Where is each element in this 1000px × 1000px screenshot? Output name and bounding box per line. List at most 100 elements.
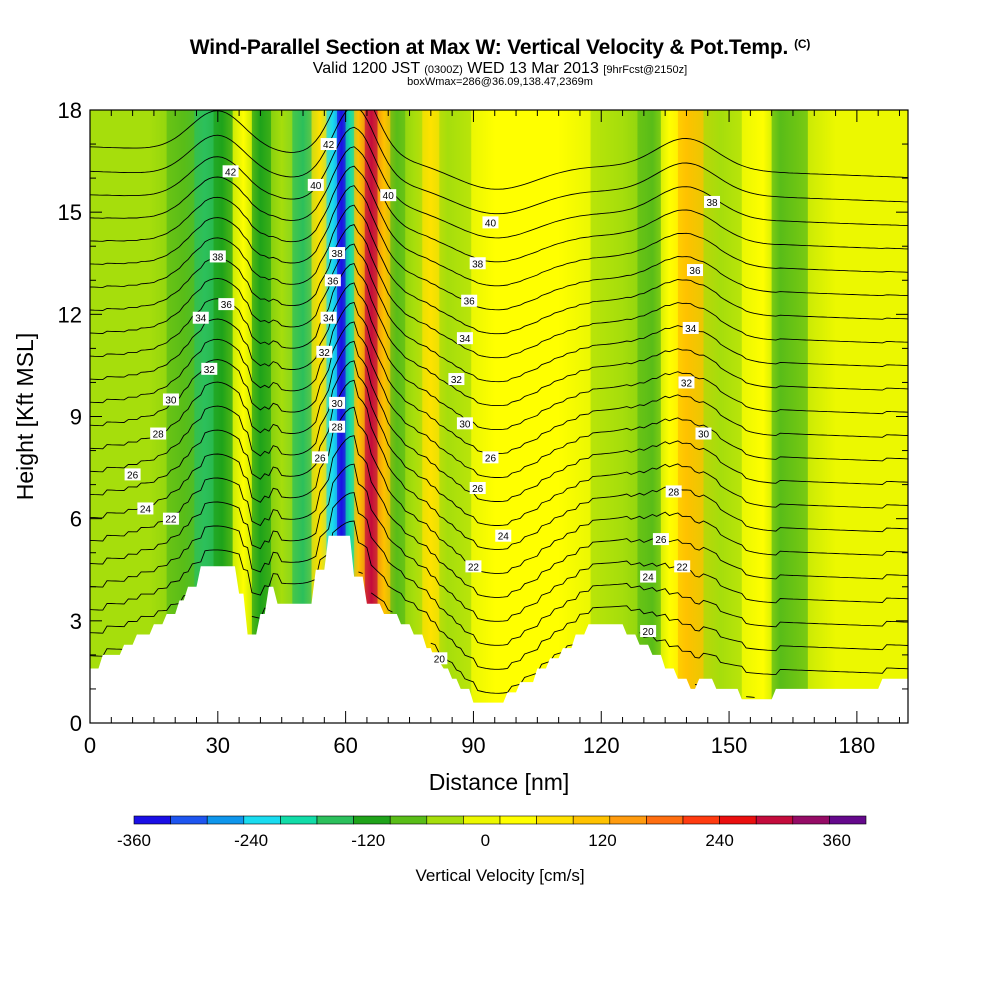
theta-label: 28 [665,485,682,498]
theta-label-text: 34 [195,314,207,325]
axis-ticks [89,109,908,724]
theta-label: 28 [150,427,167,441]
velocity-band [337,110,346,723]
theta-label-bg [686,264,703,277]
colorbar-tick-label: -240 [234,831,268,850]
theta-label: 32 [316,345,333,359]
colorbar-swatch [646,815,684,825]
theta-label: 30 [695,427,712,441]
y-tick-label: 18 [58,98,82,123]
theta-label-text: 38 [472,259,484,270]
velocity-band [232,110,252,723]
theta-label-bg [431,652,448,665]
colorbar-swatch [792,815,830,825]
theta-contour-line [90,146,908,263]
theta-label: 34 [682,321,699,335]
theta-label-bg [329,247,346,260]
theta-label-bg [665,485,682,498]
colorbar-tick-label: -360 [117,831,151,850]
theta-label: 32 [201,362,218,376]
colorbar-swatch [170,815,208,825]
theta-contour-line [90,435,908,598]
theta-label-text: 22 [165,515,177,526]
theta-label-text: 40 [383,191,395,202]
y-tick-label: 12 [58,302,82,327]
theta-label-bg [162,512,179,525]
theta-label: 38 [329,247,346,260]
velocity-band [130,110,167,723]
theta-label-bg [469,257,486,270]
chart-subtitle: Valid 1200 JST (0300Z) WED 13 Mar 2013 [… [312,60,688,77]
theta-label-bg [124,468,141,481]
velocity-band [439,110,472,723]
velocity-band [271,110,293,723]
theta-contour-line [90,321,908,478]
velocity-band [405,110,423,723]
theta-label-text: 30 [332,399,344,410]
theta-label-text: 38 [332,249,344,260]
theta-label-bg [704,195,721,208]
theta-label-text: 34 [685,324,697,335]
colorbar-swatch [243,815,281,825]
theta-label-text: 38 [706,198,718,209]
theta-label-text: 26 [485,453,497,464]
colorbar-tick-label: 0 [481,831,490,850]
theta-label: 26 [469,482,486,495]
theta-label: 24 [640,570,657,584]
x-tick-label: 120 [583,733,620,758]
theta-label: 22 [674,560,691,573]
theta-label-text: 40 [310,181,322,192]
colorbar-tick-label: -120 [351,831,385,850]
theta-label: 38 [469,257,486,270]
theta-label-bg [209,250,226,263]
theta-label-bg [150,427,167,440]
y-tick-label: 9 [70,405,82,430]
theta-label: 38 [704,195,721,209]
theta-label-bg [678,376,695,389]
theta-label-bg [162,393,179,406]
theta-label-text: 30 [459,419,471,430]
theta-label-bg [307,178,324,191]
theta-label-bg [652,533,669,546]
theta-label-text: 24 [140,504,152,515]
theta-contour-line [90,301,908,455]
theta-label-text: 20 [643,627,655,638]
theta-label-text: 26 [127,470,139,481]
theta-label-bg [695,427,712,440]
colorbar-swatch [206,815,245,825]
theta-label-bg [448,373,465,386]
theta-label-text: 36 [221,300,233,311]
theta-label-text: 26 [315,453,327,464]
x-tick-label: 90 [461,733,485,758]
theta-contour-line [90,204,908,335]
theta-label-text: 32 [319,348,331,359]
theta-label-bg [482,216,499,229]
theta-label-bg [222,165,239,178]
theta-label: 26 [312,451,329,464]
theta-label: 26 [652,533,669,546]
theta-label: 24 [137,502,154,515]
theta-label-text: 42 [323,140,335,151]
theta-label-bg [312,451,329,464]
velocity-band [422,110,440,723]
theta-label-bg [465,560,482,573]
box-info: boxWmax=286@36.09,138.47,2369m [407,76,593,88]
colorbar-label: Vertical Velocity [cm/s] [415,866,584,885]
theta-label: 42 [222,165,239,178]
theta-label-text: 32 [451,375,463,386]
theta-label-text: 30 [698,430,710,441]
colorbar-tick-label: 240 [705,831,733,850]
theta-contour-line [90,340,908,502]
x-tick-label: 60 [333,733,357,758]
colorbar-tick-label: 120 [588,831,616,850]
theta-label-text: 32 [681,378,693,389]
theta-label: 22 [465,560,482,573]
theta-contours [90,110,908,698]
theta-label-bg [495,529,512,542]
theta-label-text: 22 [677,562,689,573]
theta-label: 26 [124,468,141,481]
chart-title: Wind-Parallel Section at Max W: Vertical… [189,36,811,59]
theta-contour-line [90,224,908,359]
theta-label: 36 [324,274,341,287]
x-tick-label: 30 [206,733,230,758]
